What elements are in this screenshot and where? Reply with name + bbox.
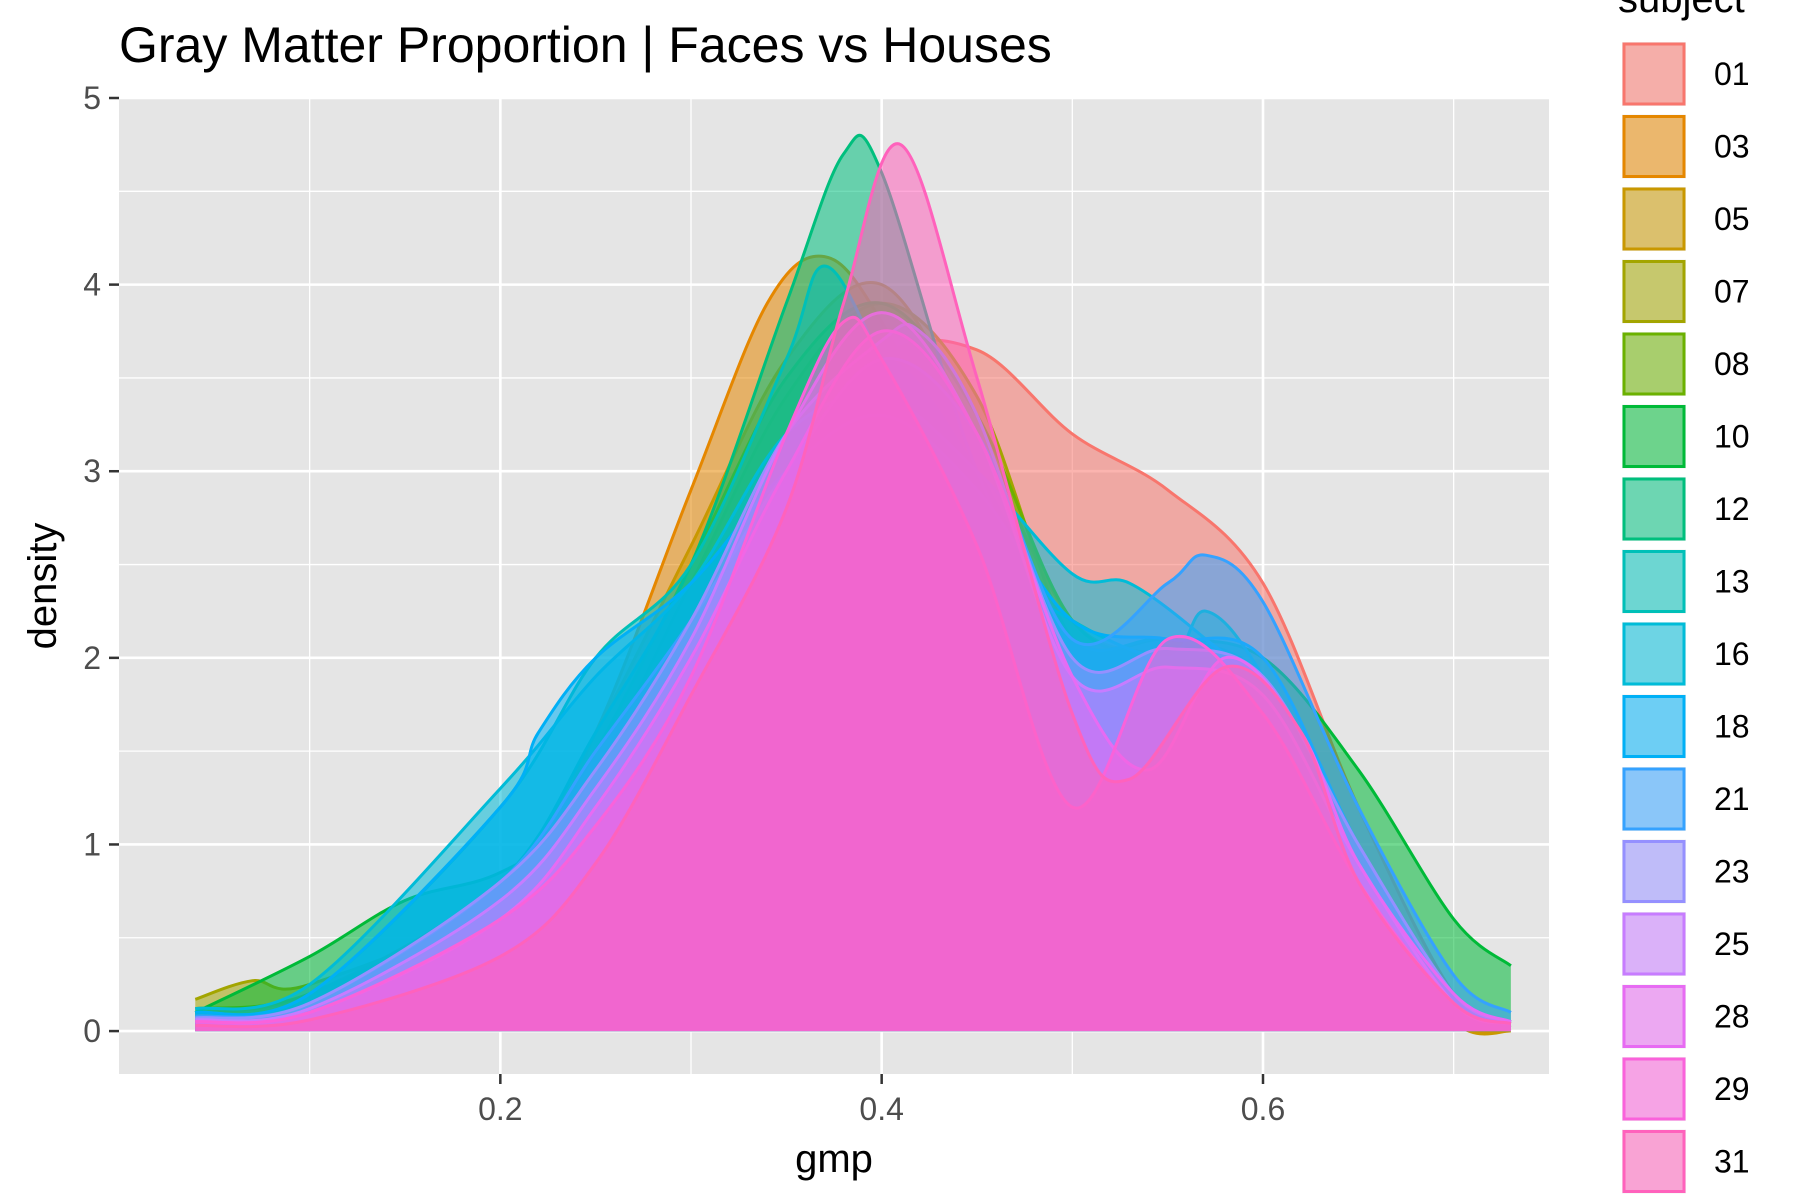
legend-item-05: 05 [1622,187,1750,251]
legend-swatch [1622,550,1686,613]
legend-label: 28 [1714,999,1750,1035]
legend-swatch [1622,405,1686,468]
x-tick-label: 0.2 [478,1091,522,1127]
y-tick-label: 3 [83,453,101,489]
legend-swatch [1622,695,1686,758]
legend-swatch [1622,840,1686,903]
legend-swatch [1622,912,1686,976]
legend-label: 10 [1714,419,1750,455]
y-axis-title: density [21,523,65,650]
legend-label: 01 [1714,56,1750,92]
legend-label: 29 [1714,1071,1750,1107]
legend-label: 12 [1714,491,1750,527]
legend-label: 31 [1714,1144,1750,1180]
legend-swatch [1622,985,1686,1048]
legend-item-29: 29 [1622,1057,1750,1121]
legend-item-21: 21 [1622,767,1750,831]
legend-item-07: 07 [1622,259,1750,324]
legend-swatch [1622,1057,1686,1121]
y-tick-label: 0 [83,1013,101,1049]
legend-label: 25 [1714,926,1750,962]
legend-item-03: 03 [1622,114,1750,179]
legend-swatch [1622,332,1686,396]
density-line-31 [195,142,1512,1029]
legend-label: 03 [1714,129,1750,165]
legend-item-18: 18 [1622,694,1750,759]
x-tick-label: 0.6 [1241,1091,1285,1127]
legend-item-08: 08 [1622,332,1750,396]
chart-title: Gray Matter Proportion | Faces vs Houses [119,17,1052,73]
legend-label: 13 [1714,564,1750,600]
legend-swatch [1622,187,1686,251]
legend-label: 08 [1714,346,1750,382]
y-tick-label: 4 [83,267,101,303]
y-tick-label: 1 [83,826,101,862]
density-areas [194,133,1512,1036]
axes: 0 1 2 3 4 5 0.2 0.4 0.6 [83,80,1285,1127]
y-tick-label: 5 [83,80,101,116]
x-axis-title: gmp [795,1137,873,1181]
legend-label: 07 [1714,274,1750,310]
legend: subject 01 03 05 07 08 10 12 13 16 18 21 23 25 28 29 31 [1618,0,1750,1194]
legend-swatch [1622,477,1686,541]
legend-title: subject [1618,0,1745,21]
legend-item-25: 25 [1622,912,1750,976]
legend-swatch [1622,42,1686,106]
legend-swatch [1622,1130,1686,1193]
legend-swatch [1622,622,1686,686]
legend-item-31: 31 [1622,1129,1750,1194]
legend-swatch [1622,115,1686,178]
legend-item-23: 23 [1622,839,1750,904]
legend-item-10: 10 [1622,404,1750,469]
legend-item-13: 13 [1622,549,1750,614]
legend-item-12: 12 [1622,477,1750,541]
legend-item-01: 01 [1622,42,1750,106]
legend-label: 18 [1714,709,1750,745]
legend-label: 05 [1714,201,1750,237]
legend-item-16: 16 [1622,622,1750,686]
x-tick-label: 0.4 [859,1091,903,1127]
legend-swatch [1622,767,1686,831]
legend-label: 23 [1714,854,1750,890]
legend-item-28: 28 [1622,984,1750,1049]
legend-swatch [1622,260,1686,323]
density-area-31 [195,143,1511,1032]
legend-label: 21 [1714,781,1750,817]
legend-label: 16 [1714,636,1750,672]
y-tick-label: 2 [83,640,101,676]
